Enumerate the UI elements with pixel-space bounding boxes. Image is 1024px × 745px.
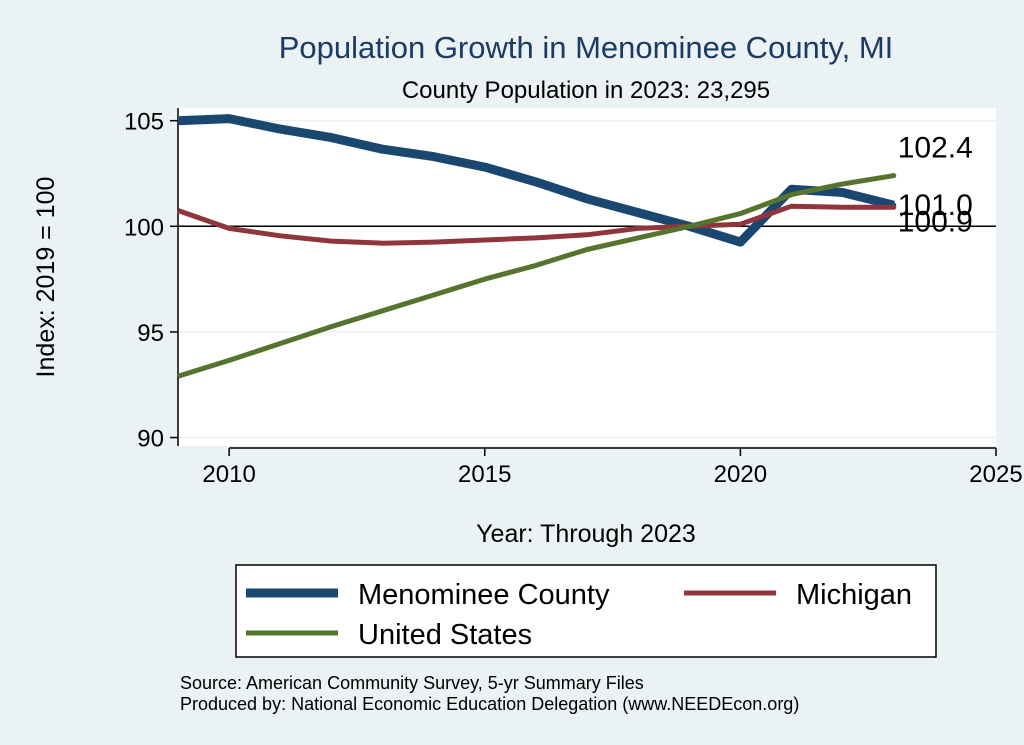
x-tick-label: 2010	[202, 461, 255, 488]
end-label-united-states: 102.4	[898, 132, 973, 165]
series-line-united-states	[177, 173, 895, 379]
legend: Menominee County Michigan United States	[235, 564, 937, 658]
axes: 90 95 100 105 2010 2015 2020 2025	[124, 108, 1023, 488]
end-point-michigan	[891, 204, 897, 210]
x-tick-label: 2015	[458, 461, 511, 488]
series-lines	[177, 114, 897, 379]
y-tick-label: 105	[124, 109, 164, 136]
x-axis-title: Year: Through 2023	[476, 520, 696, 548]
end-label-michigan: 100.9	[898, 205, 973, 238]
y-tick-label: 100	[124, 214, 164, 241]
source-note: Source: American Community Survey, 5-yr …	[180, 673, 644, 693]
end-point-united-states	[891, 173, 897, 179]
x-tick-label: 2020	[714, 461, 767, 488]
series-line-menominee	[177, 114, 895, 247]
y-tick-label: 95	[137, 320, 164, 347]
produced-by-note: Produced by: National Economic Education…	[180, 694, 799, 714]
legend-label-michigan: Michigan	[796, 579, 912, 611]
legend-label-menominee: Menominee County	[358, 579, 610, 611]
end-label-menominee: 101.0	[898, 189, 973, 222]
y-tick-label: 90	[137, 426, 164, 453]
y-axis-title: Index: 2019 = 100	[32, 177, 60, 378]
x-tick-label: 2025	[969, 461, 1022, 488]
legend-label-united-states: United States	[358, 619, 532, 651]
chart-title: Population Growth in Menominee County, M…	[279, 30, 894, 65]
series-line-michigan	[177, 203, 894, 246]
legend-box	[235, 564, 937, 658]
plot-area	[178, 108, 996, 446]
chart-subtitle: County Population in 2023: 23,295	[402, 77, 770, 104]
